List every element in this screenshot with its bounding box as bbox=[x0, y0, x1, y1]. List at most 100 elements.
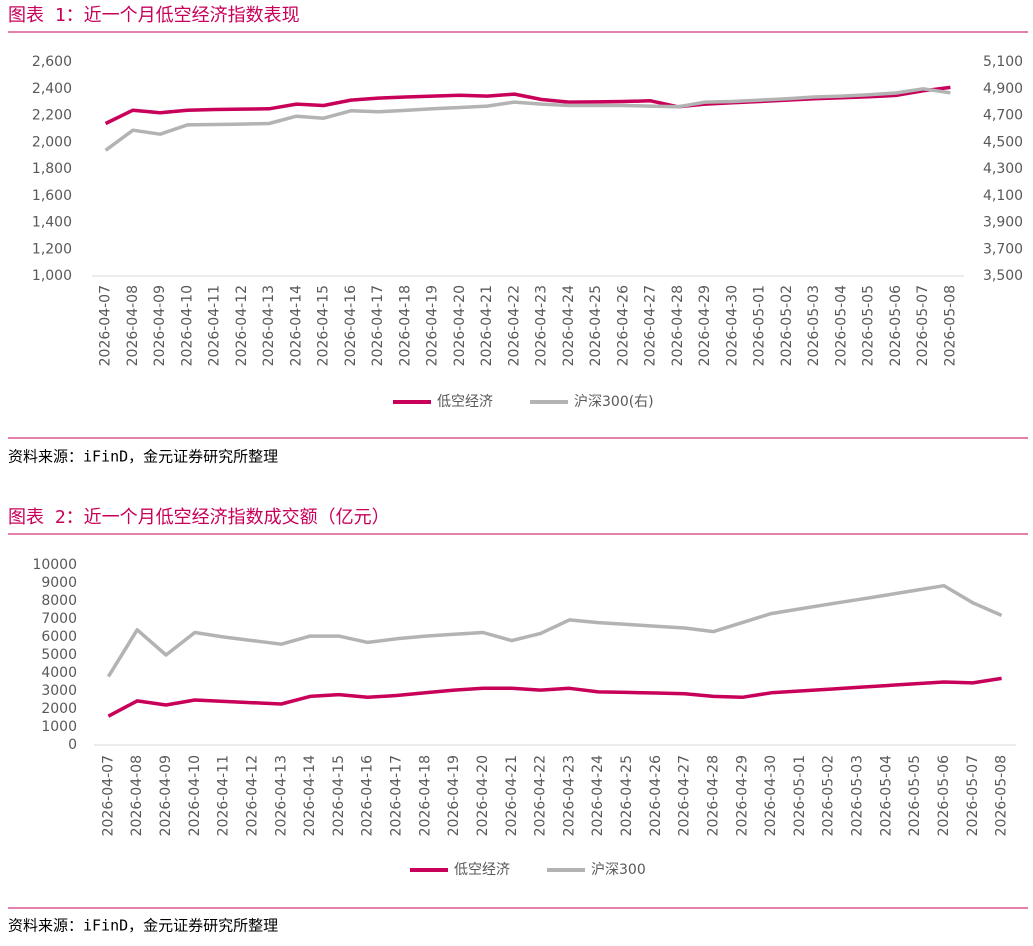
x-tick-label: 2026-04-16 bbox=[360, 755, 376, 836]
y-tick-label: 3000 bbox=[41, 683, 77, 699]
x-tick-label: 2026-04-18 bbox=[417, 755, 433, 836]
y2-tick-label: 4,900 bbox=[983, 81, 1023, 97]
x-tick-label: 2026-04-17 bbox=[370, 285, 386, 366]
x-tick-label: 2026-04-18 bbox=[397, 285, 413, 366]
y-tick-label: 2,000 bbox=[32, 134, 72, 150]
x-tick-label: 2026-04-22 bbox=[506, 285, 522, 366]
x-tick-label: 2026-04-10 bbox=[187, 755, 203, 836]
x-tick-label: 2026-04-28 bbox=[705, 755, 721, 836]
y-tick-label: 2,400 bbox=[32, 81, 72, 97]
x-tick-label: 2026-04-13 bbox=[273, 755, 289, 836]
x-tick-label: 2026-04-26 bbox=[615, 285, 631, 366]
x-tick-label: 2026-04-17 bbox=[389, 755, 405, 836]
x-tick-label: 2026-04-07 bbox=[98, 285, 114, 366]
x-tick-label: 2026-05-01 bbox=[792, 755, 808, 836]
x-tick-label: 2026-04-19 bbox=[425, 285, 441, 366]
y-tick-label: 1000 bbox=[41, 719, 77, 735]
y-tick-label: 6000 bbox=[41, 629, 77, 645]
series-line bbox=[104, 85, 951, 126]
x-tick-label: 2026-05-03 bbox=[806, 285, 822, 366]
x-tick-label: 2026-04-23 bbox=[561, 755, 577, 836]
x-tick-label: 2026-04-25 bbox=[619, 755, 635, 836]
series-line bbox=[106, 583, 1003, 678]
x-tick-label: 2026-04-30 bbox=[763, 755, 779, 836]
legend-label: 低空经济 bbox=[437, 394, 493, 410]
x-tick-label: 2026-04-29 bbox=[734, 755, 750, 836]
y2-tick-label: 5,100 bbox=[983, 54, 1023, 70]
x-tick-label: 2026-04-24 bbox=[590, 755, 606, 836]
x-tick-label: 2026-04-11 bbox=[207, 285, 223, 366]
y2-tick-label: 4,700 bbox=[983, 108, 1023, 124]
x-tick-label: 2026-05-07 bbox=[915, 285, 931, 366]
x-tick-label: 2026-04-10 bbox=[179, 285, 195, 366]
chart-title: 图表 2：近一个月低空经济指数成交额（亿元） bbox=[8, 507, 390, 528]
y2-tick-label: 4,500 bbox=[983, 134, 1023, 150]
series-line bbox=[104, 87, 951, 152]
x-tick-label: 2026-04-26 bbox=[648, 755, 664, 836]
y-tick-label: 5000 bbox=[41, 647, 77, 663]
x-tick-label: 2026-04-19 bbox=[446, 755, 462, 836]
legend-label: 沪深300(右) bbox=[574, 394, 654, 410]
x-tick-label: 2026-04-09 bbox=[158, 755, 174, 836]
legend-label: 低空经济 bbox=[454, 862, 510, 878]
x-tick-label: 2026-04-15 bbox=[331, 755, 347, 836]
x-tick-label: 2026-04-15 bbox=[316, 285, 332, 366]
y-tick-label: 2000 bbox=[41, 701, 77, 717]
y-tick-label: 1,600 bbox=[32, 188, 72, 204]
x-tick-label: 2026-05-05 bbox=[861, 285, 877, 366]
x-tick-label: 2026-04-20 bbox=[452, 285, 468, 366]
x-tick-label: 2026-04-22 bbox=[533, 755, 549, 836]
x-tick-label: 2026-04-28 bbox=[670, 285, 686, 366]
x-tick-label: 2026-04-23 bbox=[534, 285, 550, 366]
x-tick-label: 2026-04-14 bbox=[288, 285, 304, 366]
y-tick-label: 1,200 bbox=[32, 241, 72, 257]
x-tick-label: 2026-05-06 bbox=[888, 285, 904, 366]
y-tick-label: 10000 bbox=[32, 557, 77, 573]
x-tick-label: 2026-04-30 bbox=[724, 285, 740, 366]
y2-tick-label: 4,300 bbox=[983, 161, 1023, 177]
source-note: 资料来源：iFinD，金元证券研究所整理 bbox=[8, 448, 278, 466]
x-tick-label: 2026-04-13 bbox=[261, 285, 277, 366]
y-tick-label: 9000 bbox=[41, 575, 77, 591]
y-tick-label: 1,400 bbox=[32, 215, 72, 231]
y-tick-label: 4000 bbox=[41, 665, 77, 681]
x-tick-label: 2026-05-03 bbox=[850, 755, 866, 836]
x-tick-label: 2026-04-27 bbox=[643, 285, 659, 366]
x-tick-label: 2026-05-01 bbox=[752, 285, 768, 366]
x-tick-label: 2026-04-12 bbox=[244, 755, 260, 836]
y2-tick-label: 3,900 bbox=[983, 215, 1023, 231]
y-tick-label: 2,600 bbox=[32, 54, 72, 70]
y-tick-label: 1,800 bbox=[32, 161, 72, 177]
y-tick-label: 8000 bbox=[41, 593, 77, 609]
x-tick-label: 2026-04-21 bbox=[504, 755, 520, 836]
x-tick-label: 2026-04-07 bbox=[100, 755, 116, 836]
x-tick-label: 2026-04-29 bbox=[697, 285, 713, 366]
x-tick-label: 2026-04-20 bbox=[475, 755, 491, 836]
x-tick-label: 2026-05-04 bbox=[833, 285, 849, 366]
x-tick-label: 2026-04-24 bbox=[561, 285, 577, 366]
x-tick-label: 2026-04-27 bbox=[677, 755, 693, 836]
source-note: 资料来源：iFinD，金元证券研究所整理 bbox=[8, 917, 278, 935]
x-tick-label: 2026-04-08 bbox=[129, 755, 145, 836]
x-tick-label: 2026-05-05 bbox=[907, 755, 923, 836]
y-tick-label: 0 bbox=[68, 737, 77, 753]
x-tick-label: 2026-04-21 bbox=[479, 285, 495, 366]
y2-tick-label: 4,100 bbox=[983, 188, 1023, 204]
legend-label: 沪深300 bbox=[591, 862, 646, 878]
x-tick-label: 2026-04-09 bbox=[152, 285, 168, 366]
x-tick-label: 2026-04-08 bbox=[125, 285, 141, 366]
x-tick-label: 2026-05-02 bbox=[821, 755, 837, 836]
x-tick-label: 2026-05-02 bbox=[779, 285, 795, 366]
x-tick-label: 2026-04-11 bbox=[216, 755, 232, 836]
x-tick-label: 2026-05-08 bbox=[994, 755, 1010, 836]
x-tick-label: 2026-05-06 bbox=[936, 755, 952, 836]
x-tick-label: 2026-05-04 bbox=[878, 755, 894, 836]
x-tick-label: 2026-05-07 bbox=[965, 755, 981, 836]
y2-tick-label: 3,700 bbox=[983, 241, 1023, 257]
x-tick-label: 2026-04-14 bbox=[302, 755, 318, 836]
x-tick-label: 2026-04-16 bbox=[343, 285, 359, 366]
x-tick-label: 2026-04-25 bbox=[588, 285, 604, 366]
x-tick-label: 2026-04-12 bbox=[234, 285, 250, 366]
x-tick-label: 2026-05-08 bbox=[942, 285, 958, 366]
